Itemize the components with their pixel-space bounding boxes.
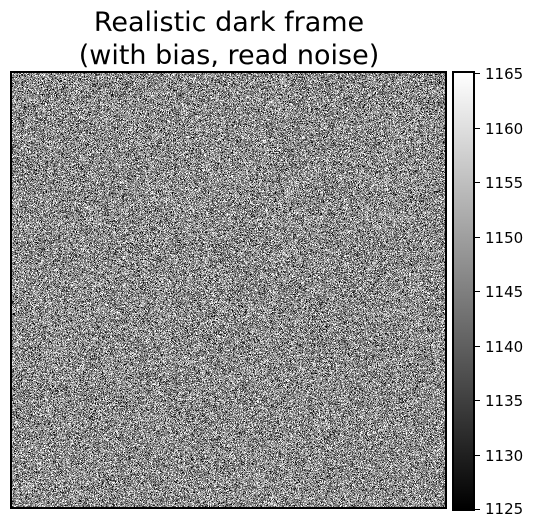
dark-frame-image bbox=[10, 71, 447, 509]
colorbar-tick-label: 1150 bbox=[485, 229, 524, 247]
chart-title-line-1: Realistic dark frame bbox=[93, 7, 365, 38]
colorbar-tick-label: 1135 bbox=[485, 392, 524, 410]
colorbar-tick-mark bbox=[475, 128, 480, 129]
colorbar-tick-mark bbox=[475, 509, 480, 510]
colorbar-tick-label: 1160 bbox=[485, 120, 524, 138]
colorbar-tick-label: 1155 bbox=[485, 174, 524, 192]
colorbar bbox=[452, 71, 475, 511]
colorbar-tick-label: 1125 bbox=[485, 500, 524, 518]
colorbar-tick-label: 1145 bbox=[485, 283, 524, 301]
colorbar-tick-mark bbox=[475, 291, 480, 292]
colorbar-tick-mark bbox=[475, 400, 480, 401]
colorbar-tick-mark bbox=[475, 237, 480, 238]
dark-frame-pixels bbox=[12, 73, 445, 507]
colorbar-tick-label: 1165 bbox=[485, 65, 524, 83]
chart-title-line-2: (with bias, read noise) bbox=[78, 40, 380, 71]
colorbar-tick-label: 1130 bbox=[485, 447, 524, 465]
colorbar-tick-label: 1140 bbox=[485, 338, 524, 356]
colorbar-tick-mark bbox=[475, 346, 480, 347]
colorbar-tick-mark bbox=[475, 182, 480, 183]
colorbar-tick-mark bbox=[475, 455, 480, 456]
colorbar-tick-mark bbox=[475, 73, 480, 74]
